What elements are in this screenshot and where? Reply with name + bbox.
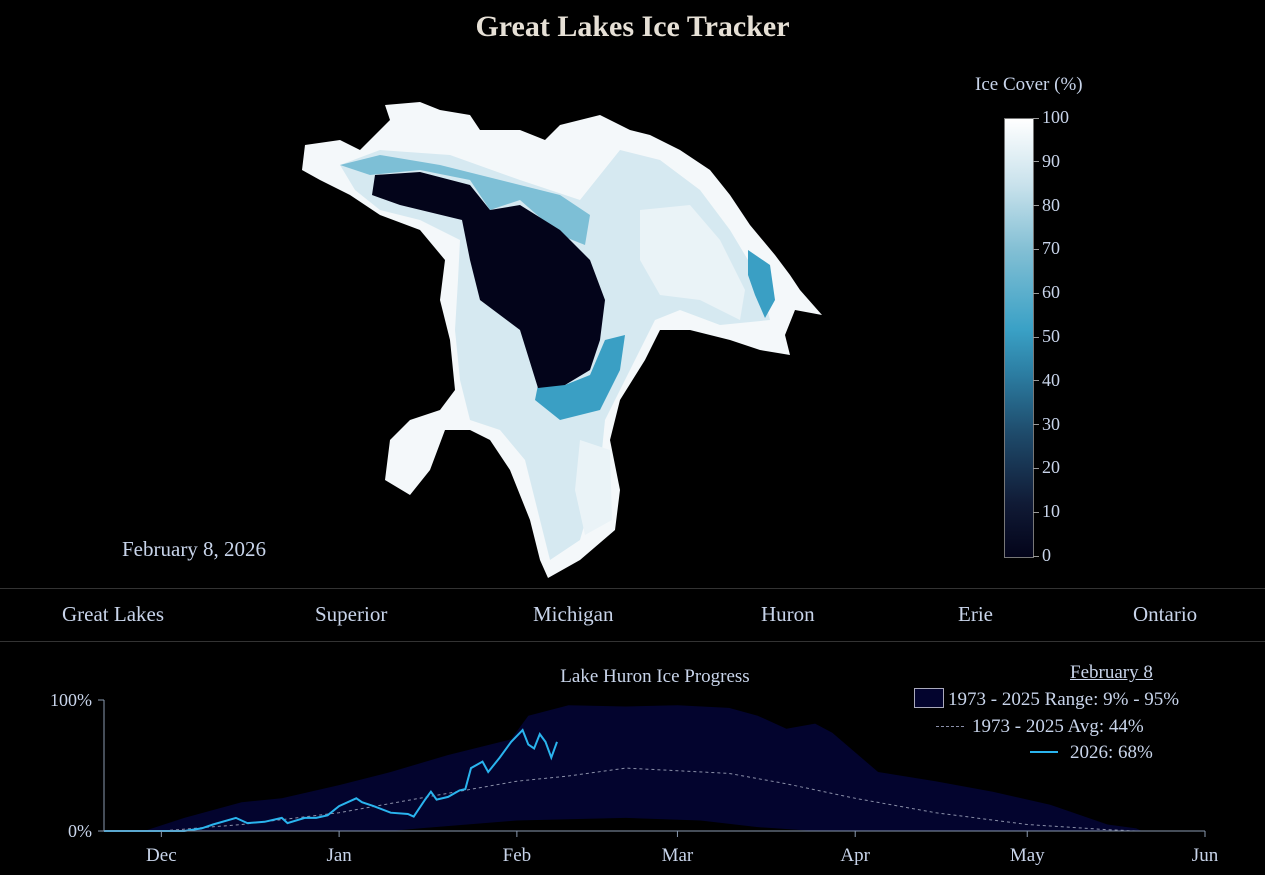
ice-zone-90 [575,205,745,535]
tab-superior[interactable]: Superior [315,602,388,626]
colorbar-tick: 30 [1033,414,1060,435]
tab-ontario[interactable]: Ontario [1133,602,1198,626]
colorbar-tick: 20 [1033,457,1060,478]
y-tick-100: 100% [50,690,92,710]
colorbar-tick: 10 [1033,501,1060,522]
legend-average: 1973 - 2025 Avg: 44% [936,716,1144,738]
historical-average-line [104,767,1137,832]
legend-date-header: February 8 [1070,662,1153,683]
x-tick-label: Apr [840,845,870,866]
ice-zone-open-water [372,172,605,388]
current-2026-line [104,728,558,832]
x-tick-label: Jan [326,845,352,866]
page-title: Great Lakes Ice Tracker [475,10,790,43]
colorbar-tick: 100 [1033,107,1069,128]
tab-erie[interactable]: Erie [958,602,993,626]
legend-current-label: 2026: 68% [1070,742,1153,763]
colorbar-tick: 50 [1033,326,1060,347]
x-tick-label: Jun [1192,845,1219,866]
map-date-label: February 8, 2026 [122,537,267,561]
colorbar-tick: 40 [1033,370,1060,391]
y-tick-0: 0% [68,821,92,841]
dashed-line-icon [936,726,964,727]
x-tick-label: May [1010,845,1045,866]
lake-tabs: Great Lakes Superior Michigan Huron Erie… [0,588,1265,642]
ice-cover-colorbar [1004,118,1034,558]
tab-great-lakes[interactable]: Great Lakes [62,602,165,626]
x-tick-label: Feb [503,845,532,866]
x-tick-label: Mar [662,845,694,866]
legend-range-label: 1973 - 2025 Range: 9% - 95% [948,689,1180,710]
legend-current: 2026: 68% [1030,742,1153,764]
colorbar-tick: 80 [1033,195,1060,216]
colorbar-title: Ice Cover (%) [975,74,1083,95]
tab-huron[interactable]: Huron [761,602,815,626]
colorbar-tick: 70 [1033,238,1060,259]
ice-progress-chart: Lake Huron Ice Progress 100% 0% Dec Jan Fe… [50,666,1219,866]
colorbar-tick: 90 [1033,151,1060,172]
solid-line-icon [1030,751,1058,753]
chart-title: Lake Huron Ice Progress [560,666,749,687]
range-swatch-icon [914,688,944,708]
x-tick-label: Dec [146,845,177,866]
lake-huron-ice-map [302,102,822,578]
legend-range: 1973 - 2025 Range: 9% - 95% [914,688,1179,711]
ice-zone-50 [535,250,775,420]
colorbar-tick: 0 [1033,545,1051,566]
legend-average-label: 1973 - 2025 Avg: 44% [972,716,1144,737]
tab-michigan[interactable]: Michigan [533,602,614,626]
colorbar-tick: 60 [1033,282,1060,303]
